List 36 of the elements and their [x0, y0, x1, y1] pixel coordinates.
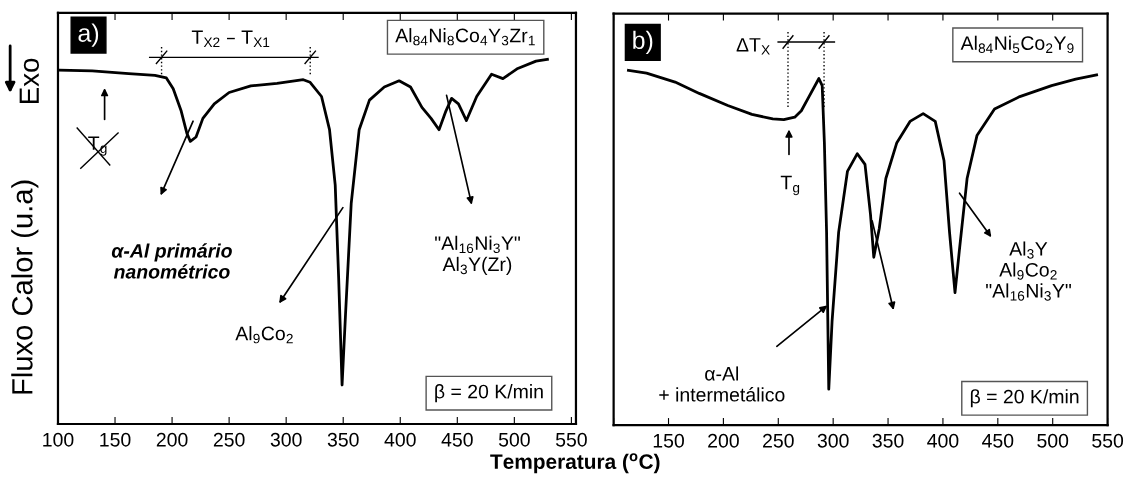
text: ΔT$_{X}$ — [736, 38, 770, 55]
text: T$_{X2}$ – T$_{X1}$ — [191, 30, 270, 47]
x-axis-title: Temperatura ($^{o}$C) — [490, 453, 660, 474]
x-tick-label: 400 — [384, 432, 416, 447]
x-tick-label: 250 — [213, 432, 245, 447]
x-tick-label: 300 — [817, 433, 849, 448]
text: Al$_{3}$Y Al$_{9}$Co$_{2}$ "Al$_{16}$Ni$_{3}$Y" — [986, 241, 1071, 301]
x-tick-label: 200 — [708, 433, 739, 448]
text: Al$_{84}$Ni$_{8}$Co$_{4}$Y$_{3}$Zr$_{1}$ — [395, 28, 535, 46]
x-tick-label: 100 — [43, 432, 74, 447]
x-tick-label: 500 — [1037, 433, 1069, 448]
text: b) — [633, 30, 653, 55]
y-axis-title: Fluxo Calor (u.a) — [11, 180, 39, 394]
x-tick-label: 400 — [927, 433, 959, 448]
x-tick-label: 150 — [100, 432, 131, 447]
text: Al$_{84}$Ni$_{5}$Co$_{2}$Y$_{9}$ — [960, 35, 1074, 54]
x-tick-label: 250 — [763, 433, 794, 448]
x-tick-label: 450 — [441, 432, 473, 447]
x-tick-label: 550 — [555, 432, 587, 447]
x-tick-label: 550 — [1092, 433, 1124, 448]
annotation: Al$_{9}$Co$_{2}$ — [235, 326, 293, 344]
text: Exo — [19, 58, 40, 104]
x-tick-label: 500 — [498, 432, 530, 447]
x-tick-label: 350 — [872, 433, 904, 448]
x-tick-label: 350 — [327, 432, 359, 447]
annotation: α-Al primário nanométrico — [111, 243, 232, 279]
text: "Al$_{16}$Ni$_{3}$Y" Al$_{3}$Y(Zr) — [435, 235, 520, 275]
x-tick-label: 450 — [982, 433, 1014, 448]
annotation: T$_{g}$ — [780, 175, 800, 196]
annotation: β = 20 K/min — [435, 384, 543, 403]
annotation: α-Al + intermetálico — [659, 366, 785, 402]
x-tick-label: 200 — [156, 432, 188, 447]
text: a) — [78, 23, 99, 47]
annotation: β = 20 K/min — [970, 389, 1079, 408]
x-tick-label: 150 — [653, 433, 684, 448]
x-tick-label: 300 — [270, 432, 302, 447]
